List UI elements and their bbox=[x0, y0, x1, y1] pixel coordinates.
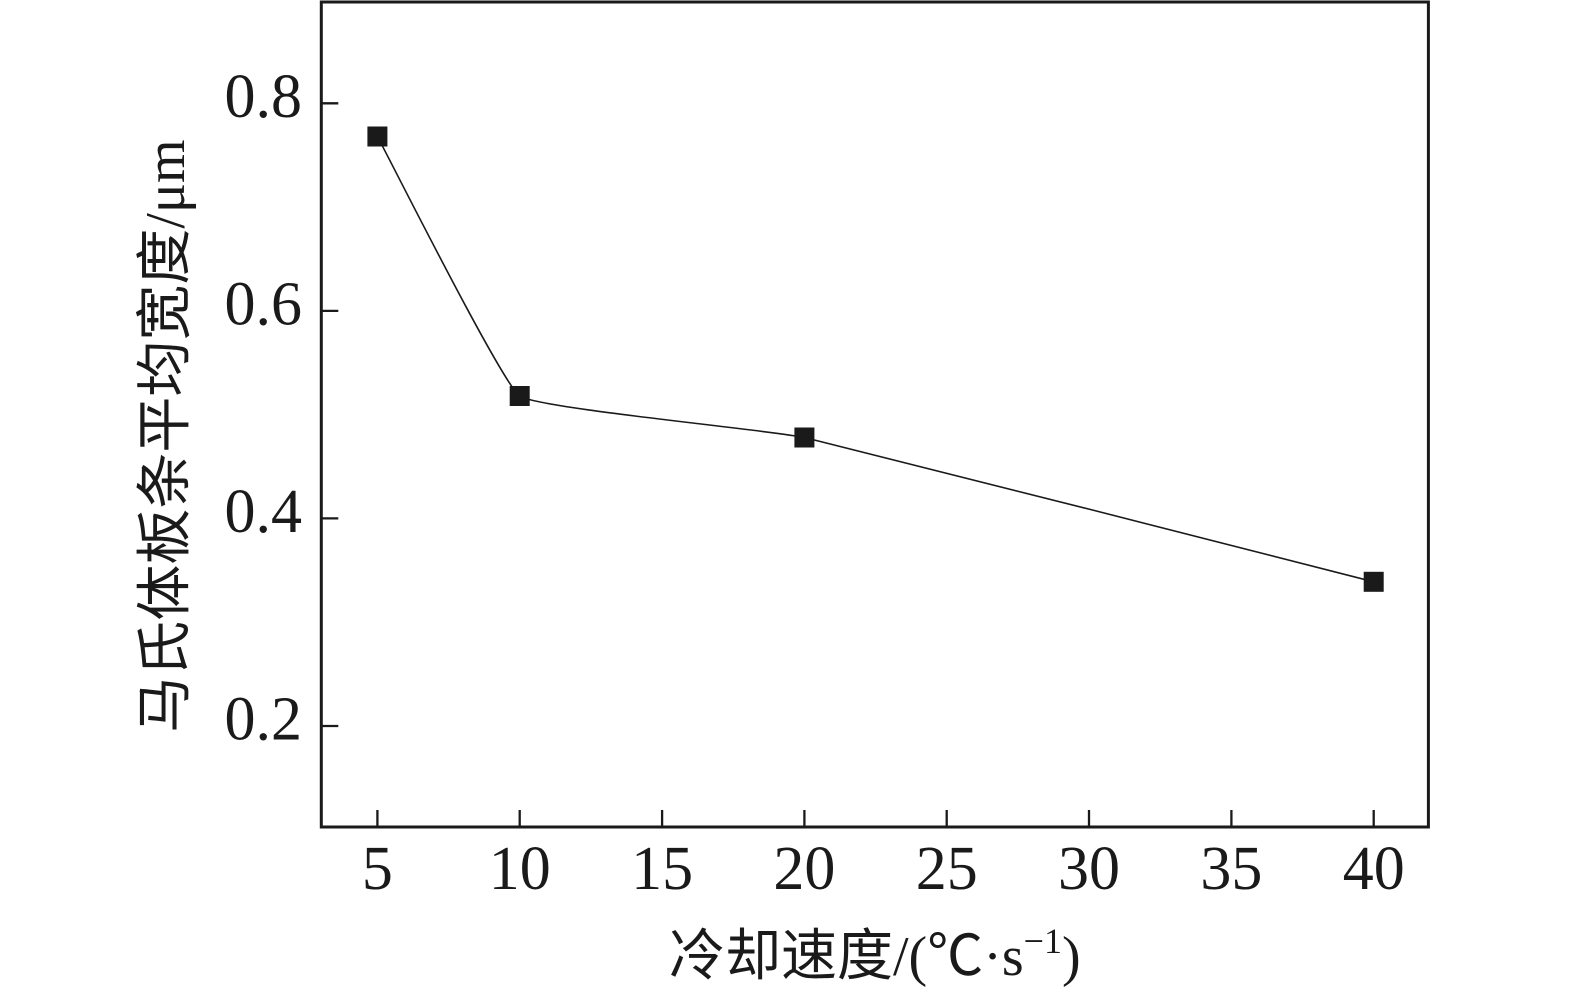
svg-text:10: 10 bbox=[489, 835, 551, 903]
svg-text:马氏体板条平均宽度/μm: 马氏体板条平均宽度/μm bbox=[135, 139, 197, 732]
svg-text:0.2: 0.2 bbox=[225, 686, 303, 754]
svg-text:15: 15 bbox=[631, 835, 693, 903]
svg-text:0.4: 0.4 bbox=[225, 478, 303, 546]
svg-text:25: 25 bbox=[916, 835, 978, 903]
svg-text:0.8: 0.8 bbox=[225, 63, 303, 131]
svg-text:20: 20 bbox=[773, 835, 835, 903]
svg-text:5: 5 bbox=[362, 835, 393, 903]
svg-text:40: 40 bbox=[1343, 835, 1405, 903]
svg-text:35: 35 bbox=[1200, 835, 1262, 903]
svg-text:0.6: 0.6 bbox=[225, 271, 303, 339]
svg-text:30: 30 bbox=[1058, 835, 1120, 903]
svg-text:冷却速度/(℃·s−1): 冷却速度/(℃·s−1) bbox=[669, 921, 1081, 987]
